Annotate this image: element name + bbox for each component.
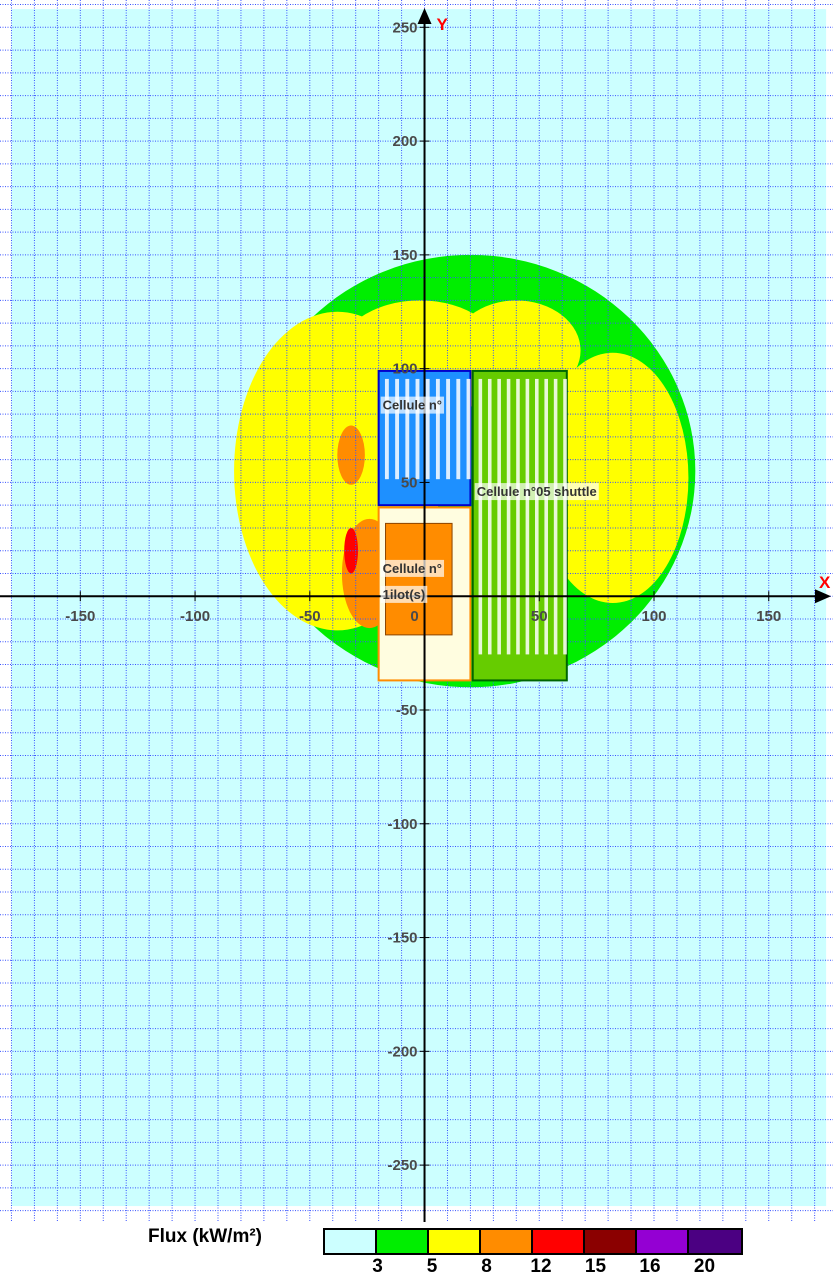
x-tick-label: -150 <box>65 608 95 625</box>
y-tick-label: -200 <box>388 1043 418 1060</box>
y-tick-label: 50 <box>401 474 418 491</box>
cell-label-2: Cellule n° <box>383 561 442 576</box>
cell-1-rack-gap <box>487 378 492 655</box>
x-tick-label: -50 <box>299 608 321 625</box>
cell-0-rack-gap <box>384 378 389 480</box>
y-tick-label: -150 <box>388 930 418 947</box>
legend-tick-label: 5 <box>426 1256 438 1277</box>
cell-0-rack-gap <box>466 378 471 480</box>
y-tick-label: 100 <box>393 361 418 378</box>
y-tick-label: -250 <box>388 1157 418 1174</box>
cell-1-rack-gap <box>563 378 567 655</box>
flux-legend: Flux (kW/m²) 3 5 8 12 15 16 20 <box>0 1222 833 1282</box>
cell-label-background <box>474 483 599 501</box>
legend-tick-labels: 3 5 8 12 15 16 20 <box>323 1256 759 1280</box>
cell-1-rack-gap <box>525 378 530 655</box>
legend-tick-label: 15 <box>584 1256 607 1277</box>
cell-label-2: 1ilot(s) <box>383 587 426 602</box>
legend-swatch-0 <box>325 1230 377 1253</box>
y-axis-name: Y <box>437 15 449 34</box>
x-tick-label: 50 <box>531 608 548 625</box>
cell-label-background <box>380 559 445 577</box>
cell-label-background <box>380 396 445 414</box>
y-tick-label: 250 <box>393 19 418 36</box>
y-tick-label: 150 <box>393 247 418 264</box>
flux-zone-12-7 <box>344 527 358 574</box>
cell-0-rack-gap <box>395 378 400 480</box>
legend-swatch-1 <box>377 1230 429 1253</box>
flux-map: Y X -150 -100 -50 0 50 100 150 250 200 150 100 50 -50 -… <box>0 0 833 1222</box>
legend-swatch-6 <box>637 1230 689 1253</box>
y-tick-label: -50 <box>396 702 418 719</box>
legend-swatch-7 <box>689 1230 741 1253</box>
y-axis-arrow <box>417 8 432 24</box>
legend-tick-label: 8 <box>481 1256 492 1277</box>
flux-zone-8-5 <box>337 425 365 485</box>
cell-label-1: Cellule n°05 shuttle <box>477 484 597 499</box>
legend-tick-label: 3 <box>372 1256 383 1277</box>
cell-0-rack-gap <box>446 378 451 480</box>
cell-0-rack-gap <box>435 378 440 480</box>
legend-swatch-5 <box>585 1230 637 1253</box>
legend-title: Flux (kW/m²) <box>148 1226 262 1247</box>
cell-0-rack-gap <box>405 378 410 480</box>
legend-color-scale <box>323 1228 743 1255</box>
cell-1-rack-gap <box>506 378 511 655</box>
cell-storage-block <box>385 522 453 636</box>
cell-1-rack-gap <box>516 378 520 655</box>
legend-tick-label: 16 <box>639 1256 661 1277</box>
cell-0-rack-gap <box>415 378 420 480</box>
cell-label-background <box>380 585 428 603</box>
legend-swatch-4 <box>533 1230 585 1253</box>
x-axis-arrow <box>815 589 831 604</box>
cell-1-rack-gap <box>544 378 548 655</box>
y-tick-label: 200 <box>393 133 418 150</box>
y-tick-label: -100 <box>388 816 418 833</box>
cell-1-rack-gap <box>478 378 483 655</box>
cell-0-rack-gap <box>425 378 430 480</box>
legend-tick-label: 12 <box>530 1256 552 1277</box>
legend-tick-label: 20 <box>693 1256 716 1277</box>
cell-1-rack-gap <box>535 378 539 655</box>
cell-1-rack-gap <box>497 378 501 655</box>
x-tick-label: 100 <box>641 608 666 625</box>
cell-label-0: Cellule n° <box>383 398 442 413</box>
x-axis-name: X <box>819 573 831 592</box>
x-tick-label: -100 <box>180 608 210 625</box>
cell-1-rack-gap <box>553 378 558 655</box>
x-tick-label: 150 <box>756 608 781 625</box>
legend-swatch-2 <box>429 1230 481 1253</box>
x-tick-label: 0 <box>410 608 418 625</box>
cell-0-rack-gap <box>456 378 461 480</box>
legend-swatch-3 <box>481 1230 533 1253</box>
flux-zone-5-4 <box>536 352 689 604</box>
